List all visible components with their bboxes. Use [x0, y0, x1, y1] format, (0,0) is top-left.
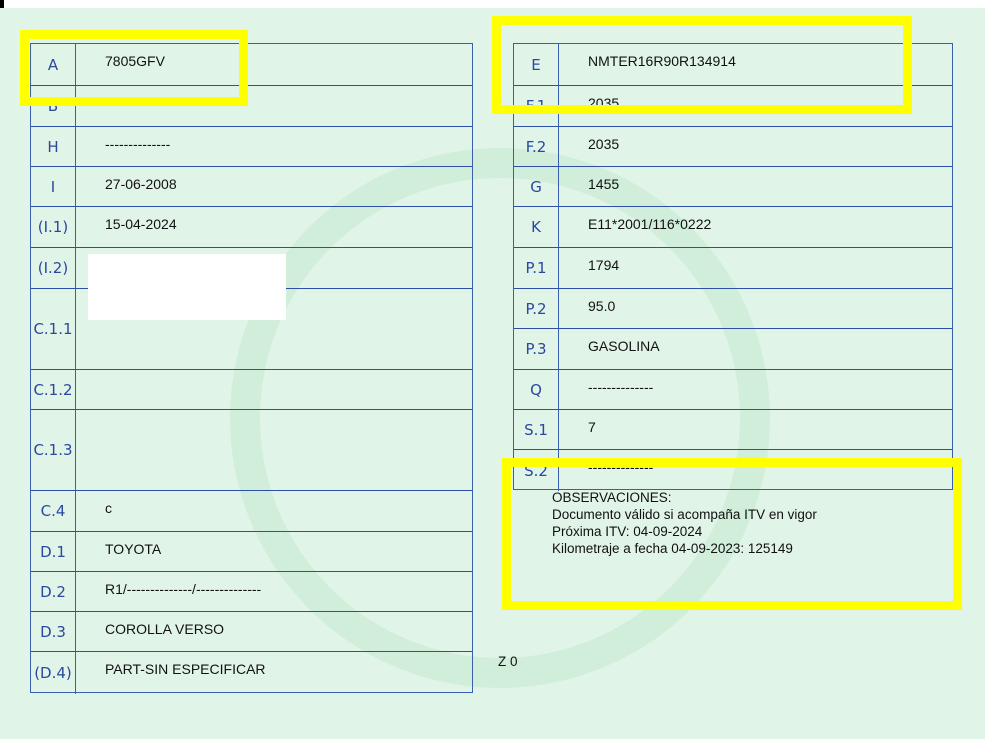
field-value: COROLLA VERSO	[105, 621, 225, 637]
field-value: --------------	[588, 379, 654, 395]
field-code: H	[31, 127, 76, 166]
field-row: C.1.1	[31, 289, 472, 370]
field-code: C.4	[31, 491, 76, 531]
field-value: R1/--------------/--------------	[105, 581, 262, 597]
field-value: 7	[588, 419, 596, 435]
field-row: F.2 2035	[514, 127, 952, 167]
field-row: P.1 1794	[514, 248, 952, 289]
field-row: E NMTER16R90R134914	[514, 44, 952, 86]
field-code: D.3	[31, 612, 76, 651]
field-code: D.1	[31, 532, 76, 571]
field-value: PART-SIN ESPECIFICAR	[105, 661, 266, 677]
field-code: C.1.2	[31, 370, 76, 409]
field-code: K	[514, 207, 559, 247]
field-row: D.2 R1/--------------/--------------	[31, 572, 472, 612]
footer-code: Z 0	[498, 654, 518, 669]
field-code: C.1.1	[31, 289, 76, 369]
field-row: A 7805GFV	[31, 44, 472, 86]
field-code: (D.4)	[31, 652, 76, 694]
field-row: Q --------------	[514, 370, 952, 410]
field-value: GASOLINA	[588, 338, 660, 354]
field-value: 1455	[588, 176, 620, 192]
field-code: P.1	[514, 248, 559, 288]
field-row: D.1 TOYOTA	[31, 532, 472, 572]
field-value: NMTER16R90R134914	[588, 53, 736, 69]
field-row: C.1.2	[31, 370, 472, 410]
field-code: P.2	[514, 289, 559, 328]
observation-line: Próxima ITV: 04-09-2024	[552, 524, 703, 539]
field-row: H --------------	[31, 127, 472, 167]
highlight-box-plate	[20, 30, 248, 106]
left-field-table: A 7805GFV B H -------------- I 27-06-2008 (I.1)…	[30, 43, 473, 694]
field-value: c	[105, 500, 112, 516]
field-code: B	[31, 86, 76, 126]
field-value: 2035	[588, 136, 620, 152]
field-row: (D.4) PART-SIN ESPECIFICAR	[31, 652, 472, 694]
field-value: 15-04-2024	[105, 216, 177, 232]
observations-title: OBSERVACIONES:	[552, 490, 672, 505]
highlight-box-vin	[492, 16, 912, 114]
field-row: G 1455	[514, 167, 952, 207]
field-code: F.2	[514, 127, 559, 166]
field-row: D.3 COROLLA VERSO	[31, 612, 472, 652]
field-code: P.3	[514, 329, 559, 369]
highlight-box-observations	[502, 458, 962, 610]
observation-line: Kilometraje a fecha 04-09-2023: 125149	[552, 541, 793, 556]
observation-line: Documento válido si acompaña ITV en vigo…	[552, 507, 817, 522]
document-paper	[0, 8, 985, 739]
field-code: I	[31, 167, 76, 206]
field-value: --------------	[105, 136, 171, 152]
field-row: C.1.3	[31, 410, 472, 491]
field-code: S.1	[514, 410, 559, 449]
observations: OBSERVACIONES: Documento válido si acomp…	[552, 489, 817, 557]
field-value: 95.0	[588, 298, 616, 314]
field-code: C.1.3	[31, 410, 76, 490]
field-code: (I.2)	[31, 248, 76, 288]
field-code: Q	[514, 370, 559, 409]
field-code: D.2	[31, 572, 76, 611]
field-row: P.2 95.0	[514, 289, 952, 329]
field-value: TOYOTA	[105, 541, 162, 557]
field-value: 1794	[588, 257, 620, 273]
field-row: I 27-06-2008	[31, 167, 472, 207]
redaction-box	[88, 254, 286, 320]
scan-mark	[0, 0, 4, 12]
field-row: K E11*2001/116*0222	[514, 207, 952, 248]
field-row: P.3 GASOLINA	[514, 329, 952, 370]
field-row: S.1 7	[514, 410, 952, 450]
field-value: E11*2001/116*0222	[588, 216, 712, 232]
field-code: E	[514, 44, 559, 85]
field-value: 27-06-2008	[105, 176, 177, 192]
field-row: (I.1) 15-04-2024	[31, 207, 472, 248]
field-code: (I.1)	[31, 207, 76, 247]
field-row: C.4 c	[31, 491, 472, 532]
right-field-table: E NMTER16R90R134914 F.1 2035 F.2 2035 G 1455 K E1…	[513, 43, 953, 491]
field-code: G	[514, 167, 559, 206]
field-value: 7805GFV	[105, 53, 165, 69]
field-row: B	[31, 86, 472, 127]
field-code: A	[31, 44, 76, 85]
